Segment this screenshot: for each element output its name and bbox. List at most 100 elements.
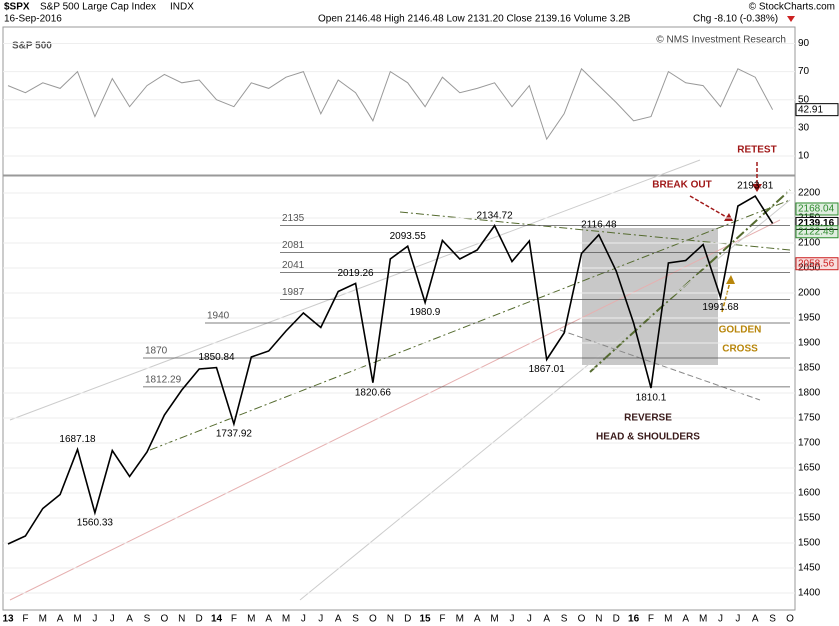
series-line: [7, 195, 774, 545]
x-tick-label: D: [404, 614, 411, 625]
pivot-label: 1560.33: [77, 517, 114, 528]
annotation: BREAK OUT: [652, 180, 711, 191]
level-label: 2041: [282, 260, 305, 271]
pivot-label: 1737.92: [216, 429, 253, 440]
trendline: [9, 219, 781, 601]
x-tick-label: M: [73, 614, 81, 625]
annotation: REVERSE: [624, 413, 672, 424]
y-tick-label: 1600: [798, 488, 821, 499]
y-tick-label: 1550: [798, 513, 821, 524]
x-tick-label: F: [231, 614, 237, 625]
x-tick-label: A: [543, 614, 550, 625]
y-tick-label: 50: [798, 94, 810, 105]
level-label: 2081: [282, 240, 305, 251]
x-tick-label: M: [664, 614, 672, 625]
annotation: HEAD & SHOULDERS: [596, 432, 700, 443]
price-tag-label: 2168.04: [798, 204, 835, 215]
x-tick-label: F: [22, 614, 28, 625]
level-label: 1987: [282, 287, 305, 298]
y-tick-label: 90: [798, 38, 810, 49]
y-tick-label: 2000: [798, 288, 821, 299]
pivot-label: 1820.66: [355, 387, 392, 398]
x-tick-label: D: [613, 614, 620, 625]
value-tag-label: 42.91: [798, 104, 823, 115]
y-tick-label: 1950: [798, 313, 821, 324]
x-tick-label: S: [561, 614, 568, 625]
price-tag-label: 2058.56: [798, 258, 835, 269]
credit: © StockCharts.com: [749, 2, 835, 13]
x-tick-label: F: [648, 614, 654, 625]
level-label: 1870: [145, 346, 168, 357]
exchange: INDX: [170, 2, 194, 13]
pivot-label: 1867.01: [529, 364, 566, 375]
y-tick-label: 2050: [798, 263, 821, 274]
chart-subtitle: © NMS Investment Research: [656, 35, 786, 46]
x-tick-label: M: [247, 614, 255, 625]
x-tick-label: A: [682, 614, 689, 625]
x-tick-label: 14: [211, 614, 223, 625]
x-tick-label: A: [335, 614, 342, 625]
x-tick-label: O: [578, 614, 586, 625]
price-tag-label: 2139.16: [798, 218, 835, 229]
x-tick-label: F: [439, 614, 445, 625]
down-icon: [787, 16, 795, 22]
pivot-label: 1810.1: [636, 393, 667, 404]
pivot-label: 1980.9: [410, 307, 441, 318]
arrow-head: [726, 275, 735, 284]
y-tick-label: 1800: [798, 388, 821, 399]
x-tick-label: N: [595, 614, 602, 625]
x-tick-label: M: [699, 614, 707, 625]
level-label: 2135: [282, 213, 305, 224]
x-tick-label: J: [301, 614, 306, 625]
trendlines: [9, 159, 791, 601]
y-tick-label: 1650: [798, 463, 821, 474]
y-tick-label: 2200: [798, 188, 821, 199]
value-tag: [795, 103, 839, 117]
arrow-head: [724, 213, 733, 221]
arrow: [689, 195, 729, 219]
x-tick-label: J: [92, 614, 97, 625]
change: Chg -8.10 (-0.38%): [693, 14, 778, 25]
x-tick-label: A: [752, 614, 759, 625]
price-tag-label: 2122.49: [798, 226, 835, 237]
series-line: [7, 67, 774, 141]
x-tick-label: S: [352, 614, 359, 625]
pivot-label: 1991.68: [702, 302, 739, 313]
pivot-label: 2019.26: [337, 268, 374, 279]
x-tick-label: 16: [628, 614, 640, 625]
x-tick-label: O: [369, 614, 377, 625]
x-tick-label: N: [387, 614, 394, 625]
x-tick-label: A: [265, 614, 272, 625]
pivot-label: 2116.48: [581, 219, 617, 230]
ohlc: Open 2146.48 High 2146.48 Low 2131.20 Cl…: [318, 14, 631, 25]
y-tick-label: 1400: [798, 588, 821, 599]
price-tag: [795, 202, 839, 216]
x-tick-label: J: [110, 614, 115, 625]
y-tick-label: 1500: [798, 538, 821, 549]
rsi-panel: [2, 26, 796, 176]
x-tick-label: O: [161, 614, 169, 625]
y-tick-label: 2100: [798, 238, 821, 249]
x-tick-label: 13: [2, 614, 14, 625]
level-label: 1812.29: [145, 374, 182, 385]
x-tick-label: M: [39, 614, 47, 625]
trendline: [9, 159, 701, 421]
y-tick-label: 1900: [798, 338, 821, 349]
annotation: GOLDEN: [719, 325, 762, 336]
x-tick-label: J: [718, 614, 723, 625]
x-tick-label: M: [456, 614, 464, 625]
index-name: S&P 500 Large Cap Index: [40, 2, 156, 13]
arrow-head: [752, 184, 762, 192]
price-tag: [795, 216, 839, 230]
y-tick-label: 1850: [798, 363, 821, 374]
chart-title: S&P 500: [12, 41, 52, 52]
trendline: [149, 199, 791, 451]
pivot-label: 2134.72: [476, 210, 513, 221]
x-tick-label: O: [786, 614, 794, 625]
x-tick-label: M: [490, 614, 498, 625]
y-tick-label: 1700: [798, 438, 821, 449]
x-tick-label: D: [196, 614, 203, 625]
x-tick-label: S: [769, 614, 776, 625]
